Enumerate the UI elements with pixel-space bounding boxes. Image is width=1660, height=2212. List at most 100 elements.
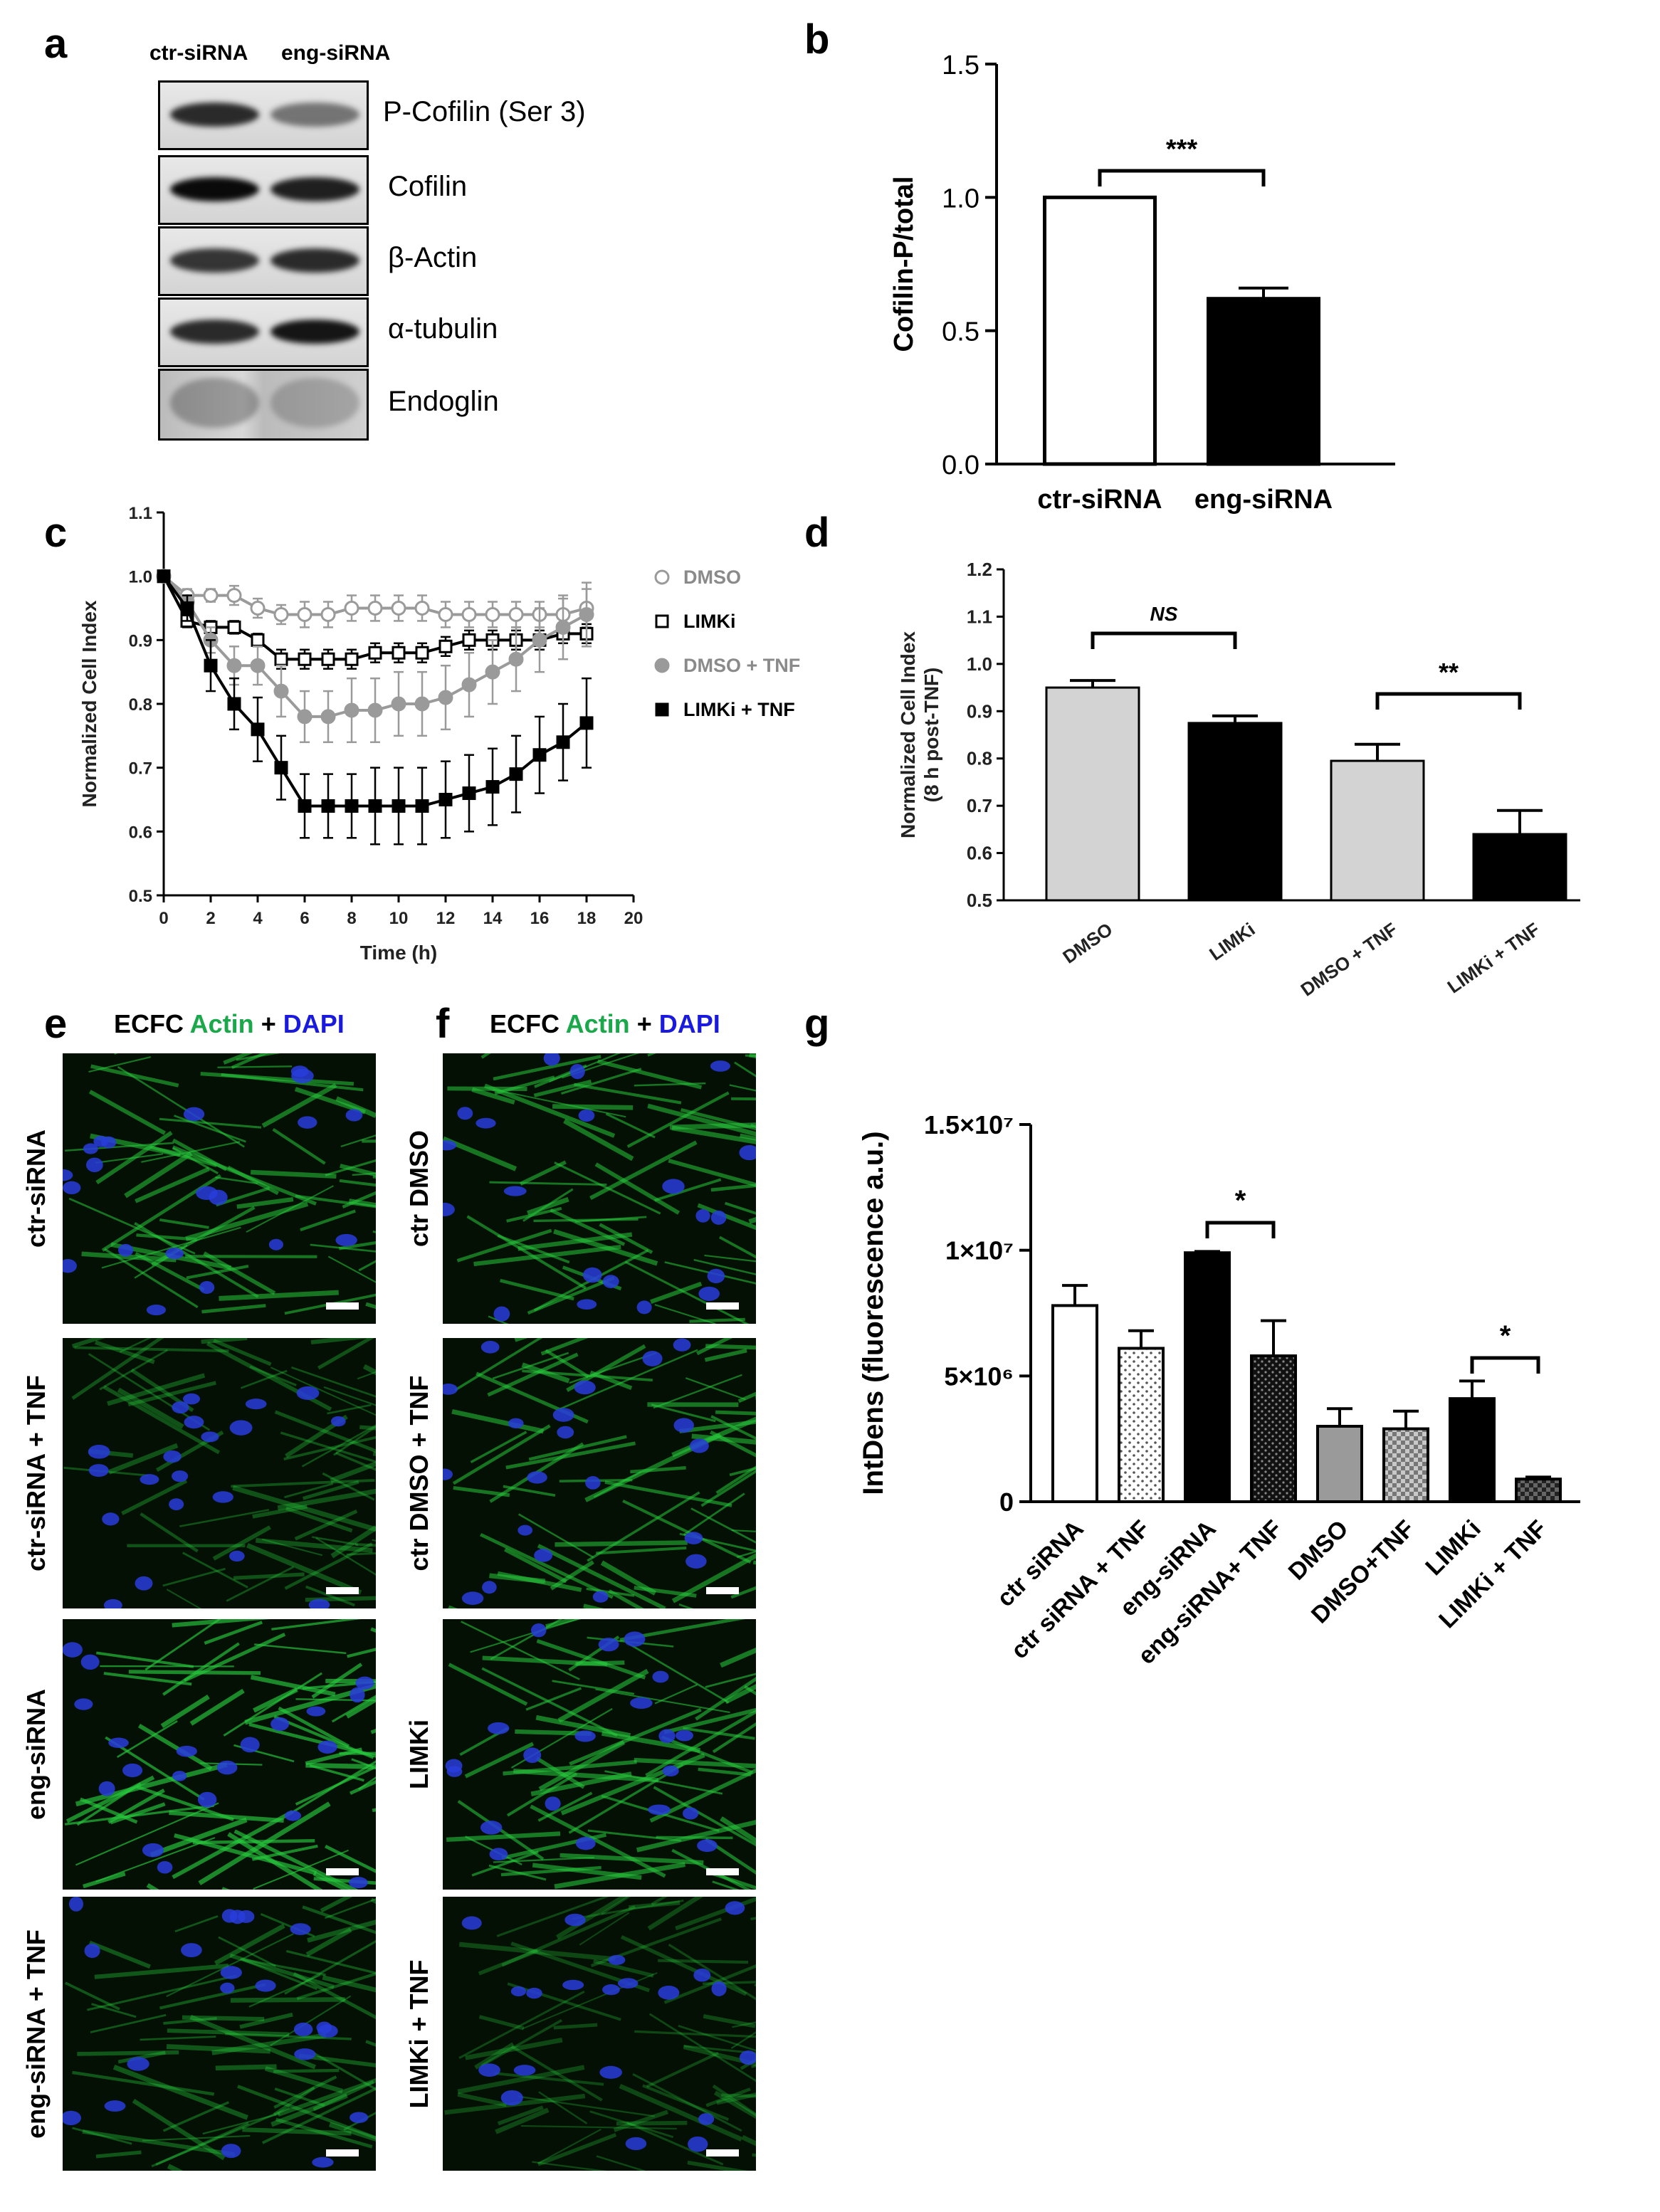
- bar: [1330, 759, 1425, 902]
- micrograph-f-3: [443, 1897, 756, 2171]
- header-dapi: DAPI: [658, 1009, 720, 1038]
- significance-label: *: [1500, 1320, 1511, 1352]
- data-point: [415, 646, 429, 660]
- bar: [1250, 1354, 1297, 1504]
- y-axis-label-2: (8 h post-TNF): [920, 668, 942, 803]
- y-tick-label: 1.0: [129, 568, 152, 587]
- x-tick-label: 14: [483, 909, 503, 928]
- x-tick-label: eng-siRNA: [1194, 485, 1333, 515]
- data-point: [461, 606, 477, 622]
- blot-band: [170, 320, 259, 344]
- y-tick-label: 1.0: [967, 653, 992, 675]
- y-axis-label: Cofilin-P/total: [889, 177, 919, 352]
- chart-d: 0.5 0.6 0.7 0.8 0.9 1.0 1.1 1.2 DMSO LIMKi DMSO + …: [897, 559, 1580, 1001]
- data-point: [414, 601, 430, 616]
- scale-bar: [326, 2149, 359, 2156]
- micrograph-f-0: [443, 1053, 756, 1324]
- significance-label: *: [1235, 1185, 1246, 1216]
- data-point: [344, 702, 359, 718]
- x-tick-label: 4: [253, 909, 263, 928]
- data-point: [273, 683, 289, 699]
- micro-row-label: eng-siRNA + TNF: [21, 1929, 51, 2139]
- y-tick-label: 0.8: [129, 695, 152, 715]
- data-point: [274, 761, 288, 775]
- x-axis-label: Time (h): [360, 942, 437, 964]
- data-point: [227, 620, 241, 634]
- legend-label: DMSO + TNF: [683, 655, 800, 676]
- scale-bar: [706, 1868, 739, 1875]
- header-prefix: ECFC: [114, 1009, 184, 1038]
- x-tick-label: 8: [347, 909, 356, 928]
- blot-label-2: β-Actin: [388, 242, 478, 273]
- data-point: [320, 709, 336, 725]
- panel-label-d: d: [804, 510, 830, 556]
- data-point: [579, 716, 594, 730]
- significance-label: NS: [1150, 603, 1178, 625]
- micro-row-label: ctr DMSO + TNF: [404, 1375, 434, 1571]
- blot-label-3: α-tubulin: [388, 313, 498, 344]
- blot-band: [270, 378, 359, 428]
- y-axis-label: IntDens (fluorescence a.u.): [858, 1131, 889, 1495]
- data-point: [227, 697, 241, 711]
- micrograph-image: [445, 1619, 756, 1890]
- header-actin: Actin: [565, 1009, 630, 1038]
- y-tick-label: 0.5: [129, 887, 152, 906]
- data-point: [391, 696, 406, 712]
- data-point: [461, 677, 477, 692]
- y-tick-label: 1×10⁷: [945, 1236, 1014, 1265]
- data-point: [462, 633, 476, 647]
- data-point: [509, 767, 523, 781]
- bar: [1184, 1251, 1231, 1503]
- x-tick-label: LIMKi: [1205, 918, 1259, 964]
- micro-header-e: ECFC Actin + DAPI: [114, 1009, 345, 1039]
- y-tick-label: 0.9: [129, 631, 152, 651]
- data-point: [555, 619, 571, 635]
- legend-label: DMSO: [683, 567, 741, 588]
- legend-marker: [654, 569, 670, 585]
- legend-label: LIMKi + TNF: [683, 699, 795, 720]
- legend-marker: [655, 702, 669, 717]
- scale-bar: [326, 1302, 359, 1310]
- blot-label-0: P-Cofilin (Ser 3): [383, 96, 586, 127]
- header-dapi: DAPI: [283, 1009, 345, 1038]
- y-tick-label: 0.6: [967, 843, 992, 864]
- legend-label: LIMKi: [683, 611, 736, 632]
- significance-label: **: [1439, 658, 1459, 687]
- bar: [1043, 195, 1157, 466]
- micrograph-image: [443, 1053, 756, 1324]
- header-plus: +: [261, 1009, 276, 1038]
- micro-row-label: LIMKi: [404, 1719, 434, 1789]
- data-point: [368, 799, 382, 813]
- y-tick-label: 0.6: [129, 823, 152, 842]
- bar: [1045, 686, 1140, 902]
- y-tick-label: 0.9: [967, 700, 992, 722]
- legend-marker: [654, 658, 670, 673]
- x-tick-label: LIMKi + TNF: [1444, 918, 1544, 997]
- bar: [1515, 1478, 1562, 1504]
- y-tick-label: 1.5×10⁷: [924, 1110, 1014, 1139]
- blot-band: [270, 102, 359, 127]
- x-tick-label: 6: [300, 909, 309, 928]
- data-point: [485, 664, 500, 680]
- y-tick-label: 1.1: [129, 504, 152, 523]
- micrograph-e-2: [63, 1619, 376, 1890]
- data-point: [438, 606, 453, 622]
- header-prefix: ECFC: [490, 1009, 560, 1038]
- micro-row-label: eng-siRNA: [21, 1688, 51, 1821]
- data-point: [438, 690, 453, 705]
- x-tick-label: 16: [530, 909, 550, 928]
- micro-header-f: ECFC Actin + DAPI: [490, 1009, 720, 1039]
- x-tick-label: 18: [577, 909, 597, 928]
- x-tick-label: LIMKi: [1420, 1515, 1486, 1581]
- blot-row-1: [158, 155, 369, 225]
- lane-header-eng: eng-siRNA: [281, 41, 391, 65]
- data-point: [508, 651, 524, 667]
- data-point: [273, 606, 289, 622]
- y-axis-label: Normalized Cell Index: [897, 631, 919, 838]
- bar: [1187, 722, 1283, 902]
- blot-row-2: [158, 226, 369, 296]
- micrograph-f-2: [443, 1619, 756, 1890]
- data-point: [532, 748, 547, 762]
- scale-bar: [706, 1587, 739, 1594]
